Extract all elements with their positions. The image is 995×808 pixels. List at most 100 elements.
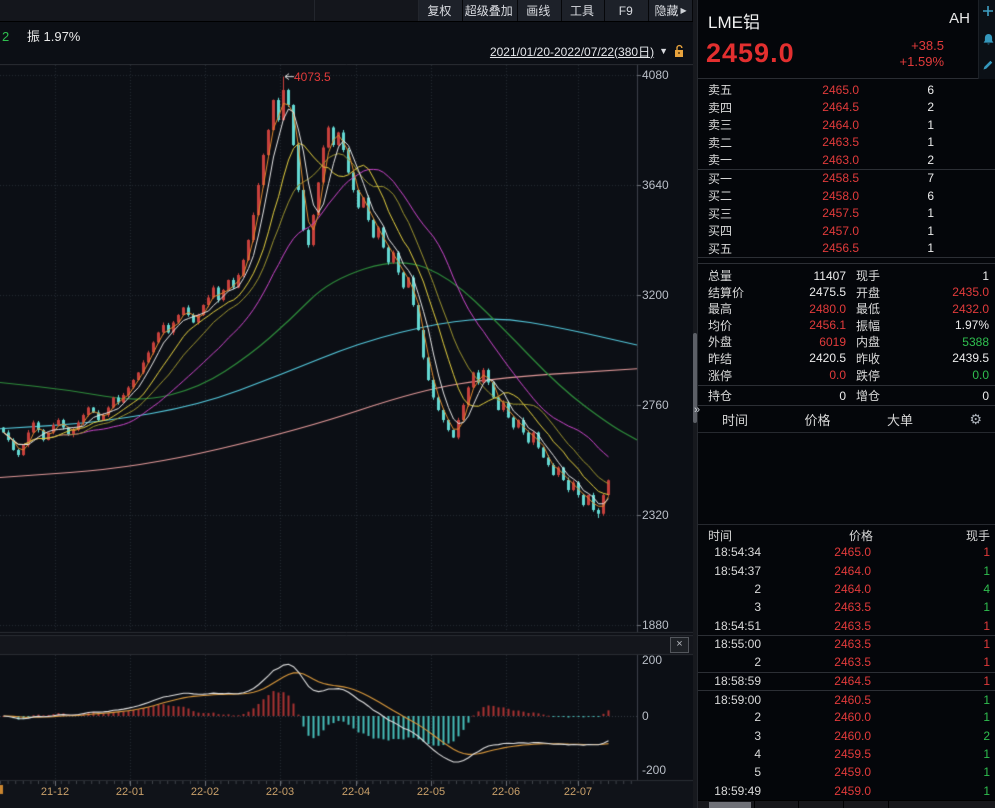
order-book: 卖五 2465.0 6 卖四 2464.5 2 卖三 2464.0 1 卖二 2… (698, 81, 995, 257)
x-axis-label: 22-02 (190, 786, 220, 798)
trade-row: 2 2464.0 4 (698, 580, 995, 598)
ask-price: 2463.0 (822, 152, 859, 167)
bid-price: 2456.5 (822, 241, 859, 256)
bid-levels: 买一 2458.5 7 买二 2458.0 6 买三 2457.5 1 买四 2… (698, 168, 995, 258)
trade-time: 18:54:34 (714, 545, 761, 560)
chart-pane: 复权 超级叠加 画线 工具 F9 隐藏 ▶ 2 振 1.97% 2021/01/20-202… (0, 0, 693, 808)
trade-time: 5 (754, 765, 761, 780)
ask-price: 2463.5 (822, 135, 859, 150)
trade-qty: 4 (983, 581, 990, 596)
bid-label: 买二 (708, 189, 733, 204)
stat-value: 2475.5 (809, 285, 846, 300)
toolbar-spacer (0, 0, 315, 21)
trade-qty: 1 (983, 637, 990, 652)
bid-qty: 1 (927, 206, 934, 221)
alert-bell-icon[interactable] (980, 31, 995, 47)
stat-label: 总量 (708, 269, 733, 283)
trade-price: 2463.5 (834, 655, 871, 670)
bid-qty: 1 (927, 241, 934, 256)
bid-row[interactable]: 买三 2457.5 1 (698, 205, 995, 223)
trade-price: 2459.0 (834, 783, 871, 798)
toolbar-button[interactable]: F9 (605, 0, 650, 21)
trade-time: 2 (754, 581, 761, 596)
trade-price: 2464.0 (834, 581, 871, 596)
statistics-block: 总量 11407 现手 1 结算价 2475.5 开盘 2435.0 最高 24… (698, 263, 995, 404)
trades-header-price: 价格 (848, 529, 873, 543)
instrument-name: LME铝 (708, 13, 760, 32)
gear-icon[interactable]: ⚙ (969, 410, 982, 427)
tab-big-orders[interactable]: 大单 (886, 412, 913, 428)
ask-row[interactable]: 卖五 2465.0 6 (698, 81, 995, 99)
price-change: +38.5 +1.59% (900, 38, 944, 70)
stat-label: 内盘 (856, 335, 881, 350)
trade-time: 18:58:59 (714, 674, 761, 689)
date-range-text[interactable]: 2021/01/20-2022/07/22(380日) (489, 44, 655, 59)
x-axis-label: 22-04 (341, 786, 371, 798)
divider-handle[interactable] (693, 333, 697, 423)
y-axis-label: 3640 (642, 178, 669, 192)
trade-price: 2459.0 (834, 765, 871, 780)
horizontal-scrollbar (698, 800, 995, 808)
quote-header: LME铝 AH 2459.0 +38.5 +1.59% (698, 0, 995, 79)
bid-row[interactable]: 买五 2456.5 1 (698, 240, 995, 258)
ask-qty: 6 (927, 82, 934, 97)
date-range-dropdown-icon[interactable]: ▼ (659, 46, 668, 56)
y-axis-label: 2760 (642, 398, 669, 412)
macd-axis-label: -200 (642, 763, 667, 777)
add-icon[interactable] (980, 3, 995, 19)
statistics-separator (698, 405, 995, 406)
tab-price[interactable]: 价格 (804, 412, 831, 428)
toolbar-button[interactable]: 复权 (419, 0, 463, 21)
trade-time: 3 (754, 728, 761, 743)
unlock-icon[interactable] (673, 44, 686, 58)
order-book-separator (698, 256, 995, 258)
stat-label: 现手 (856, 269, 881, 283)
toolbar-button[interactable]: 画线 (517, 0, 562, 21)
trade-price: 2463.5 (834, 637, 871, 652)
trade-qty: 1 (983, 545, 990, 560)
trade-qty: 1 (983, 563, 990, 578)
amplitude-value: 1.97% (43, 29, 81, 44)
scrollbar-thumb[interactable] (709, 802, 751, 808)
ask-row[interactable]: 卖三 2464.0 1 (698, 116, 995, 134)
bid-price: 2457.0 (822, 223, 859, 238)
trade-price: 2460.0 (834, 728, 871, 743)
ask-row[interactable]: 卖二 2463.5 1 (698, 134, 995, 152)
ask-price: 2464.0 (822, 117, 859, 132)
x-axis-label: 22-07 (563, 786, 593, 798)
quote-panel: LME铝 AH 2459.0 +38.5 +1.59% (697, 0, 995, 808)
trade-qty: 1 (983, 674, 990, 689)
trade-row: 3 2460.0 2 (698, 727, 995, 745)
trade-qty: 2 (983, 728, 990, 743)
trade-row: 18:55:00 2463.5 1 (698, 634, 995, 653)
kline-macd-canvas[interactable] (0, 64, 693, 808)
trade-qty: 1 (983, 783, 990, 798)
ask-label: 卖二 (708, 135, 733, 150)
bid-row[interactable]: 买四 2457.0 1 (698, 222, 995, 240)
trade-row: 18:59:49 2459.0 1 (698, 782, 995, 800)
collapse-panel-icon[interactable]: » (694, 404, 701, 416)
toolbar-button[interactable]: 隐藏 ▶ (649, 0, 693, 21)
stats-row: 最高 2480.0 最低 2432.0 (698, 300, 995, 317)
trade-qty: 1 (983, 710, 990, 725)
ask-row[interactable]: 卖一 2463.0 2 (698, 151, 995, 169)
toolbar-button[interactable]: 工具 (561, 0, 606, 21)
high-annotation: 4073.5 (294, 70, 331, 84)
bid-row[interactable]: 买二 2458.0 6 (698, 187, 995, 205)
ask-label: 卖四 (708, 100, 733, 115)
bid-row[interactable]: 买一 2458.5 7 (698, 170, 995, 188)
tab-time[interactable]: 时间 (722, 412, 749, 428)
ask-row[interactable]: 卖四 2464.5 2 (698, 99, 995, 117)
edit-pencil-icon[interactable] (980, 57, 995, 73)
detail-tabs: 时间 价格 大单 ⚙ (698, 406, 995, 433)
stat-label: 增仓 (856, 389, 881, 404)
trade-row: 18:54:34 2465.0 1 (698, 543, 995, 561)
stat-value: 0 (839, 388, 846, 403)
x-axis-label: 22-01 (115, 786, 145, 798)
trade-row: 2 2463.5 1 (698, 653, 995, 671)
stats-row: 外盘 6019 内盘 5388 (698, 333, 995, 350)
macd-close-button[interactable]: × (670, 637, 689, 653)
toolbar-button[interactable]: 超级叠加 (462, 0, 518, 21)
trade-qty: 1 (983, 618, 990, 633)
